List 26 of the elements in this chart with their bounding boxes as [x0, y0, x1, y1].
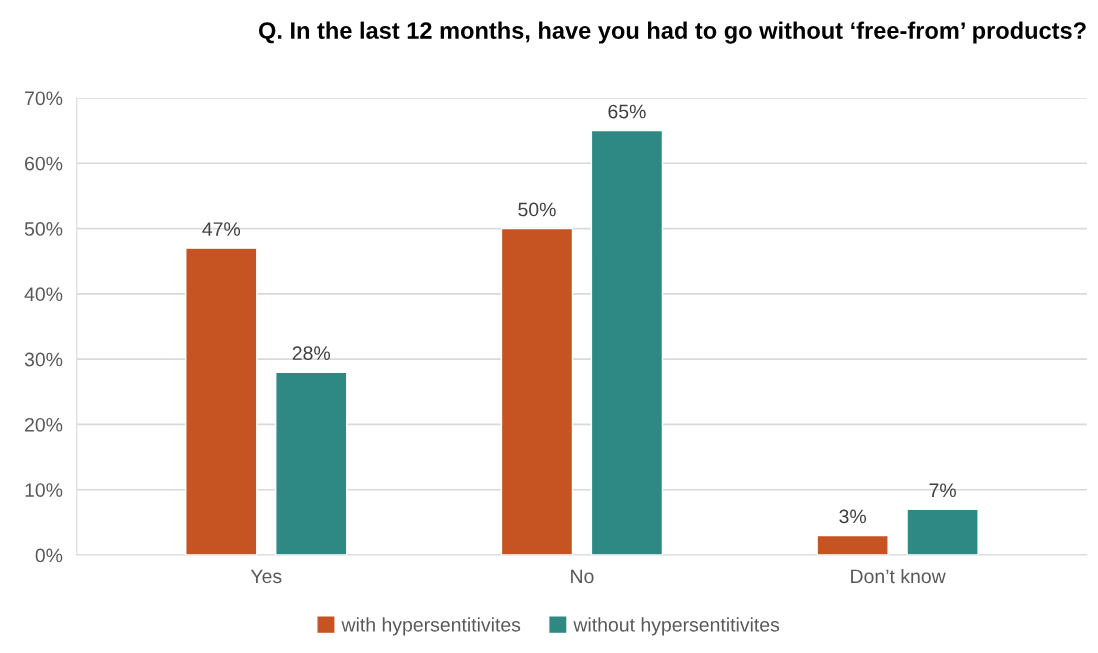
bar [500, 227, 574, 556]
bar [275, 371, 348, 556]
y-tick-label: 10% [25, 483, 63, 497]
y-tick-label: 40% [24, 287, 63, 302]
y-tick-label: 50% [24, 222, 63, 236]
data-label: 65% [608, 104, 646, 119]
x-tick-label: Yes [250, 569, 282, 584]
chart-title: Q. In the last 12 months, have you had to go without ‘free-from’ products? [258, 21, 1086, 44]
y-tick-label: 30% [24, 352, 63, 367]
bar [590, 129, 664, 556]
data-label: 50% [518, 202, 556, 217]
y-tick-label: 0% [35, 548, 63, 563]
x-tick-label: Don’t know [851, 568, 946, 584]
x-tick-label: No [571, 569, 594, 584]
y-tick-label: 70% [25, 91, 63, 106]
y-tick-label: 60% [25, 156, 63, 171]
bar [816, 534, 889, 556]
bar [906, 508, 979, 556]
legend-label: with hypersentitivites [341, 617, 521, 636]
bar [185, 247, 258, 556]
data-label: 7% [929, 483, 956, 498]
legend-label: without hypersentitivites [573, 617, 780, 636]
y-tick-label: 20% [25, 417, 63, 432]
data-label: 3% [839, 509, 866, 524]
data-label: 47% [202, 222, 241, 236]
data-label: 28% [292, 346, 331, 361]
